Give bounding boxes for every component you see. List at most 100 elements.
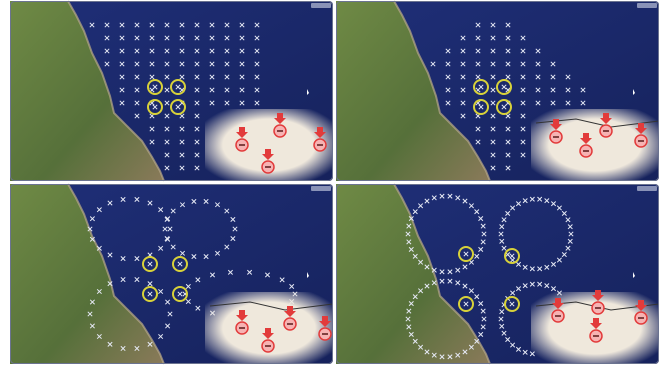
cross-marker <box>164 61 170 67</box>
cross-marker <box>149 48 155 54</box>
cross-marker <box>191 198 197 204</box>
cross-marker <box>490 87 496 93</box>
cross-marker <box>522 283 528 289</box>
cross-marker <box>462 264 468 270</box>
cursor <box>633 89 635 95</box>
cross-marker <box>561 210 567 216</box>
cross-marker <box>224 208 230 214</box>
cross-marker <box>194 100 200 106</box>
panel-border <box>336 1 659 181</box>
map-panel <box>10 0 333 182</box>
red-arrow <box>314 127 326 138</box>
cross-marker <box>501 84 507 90</box>
cross-marker <box>194 126 200 132</box>
cross-marker <box>191 254 197 260</box>
cross-marker <box>149 61 155 67</box>
cross-marker <box>194 113 200 119</box>
cross-marker <box>254 87 260 93</box>
cross-marker <box>412 209 418 215</box>
cross-marker <box>147 341 153 347</box>
cross-marker <box>164 100 170 106</box>
cross-marker <box>580 87 586 93</box>
cross-marker <box>164 126 170 132</box>
cross-marker <box>529 281 535 287</box>
cross-marker <box>501 217 507 223</box>
cross-marker <box>480 324 486 330</box>
cross-marker <box>505 139 511 145</box>
cross-marker <box>209 87 215 93</box>
cross-marker <box>520 87 526 93</box>
cross-marker <box>544 264 550 270</box>
cross-marker <box>167 311 173 317</box>
cross-marker <box>149 74 155 80</box>
cross-marker <box>505 48 511 54</box>
cross-marker <box>424 349 430 355</box>
highlight-ring <box>496 79 512 95</box>
highlight-ring <box>170 99 186 115</box>
cross-marker <box>475 22 481 28</box>
cross-marker <box>520 61 526 67</box>
cross-marker <box>164 48 170 54</box>
cross-marker <box>509 301 515 307</box>
cross-marker <box>474 253 480 259</box>
cross-marker <box>134 87 140 93</box>
cross-marker <box>239 100 245 106</box>
cross-marker <box>529 266 535 272</box>
cross-marker <box>185 283 191 290</box>
cross-marker <box>119 87 125 93</box>
cross-marker <box>203 198 209 204</box>
cross-marker <box>455 267 461 273</box>
highlight-ring <box>458 296 474 312</box>
cross-marker <box>537 196 543 202</box>
cross-marker <box>556 205 562 211</box>
cross-marker <box>104 35 110 41</box>
highlight-ring <box>147 79 163 95</box>
cross-marker <box>462 198 468 204</box>
cross-marker <box>254 61 260 67</box>
cross-marker <box>501 330 507 336</box>
cross-marker <box>505 165 511 171</box>
cross-marker <box>194 22 200 28</box>
cross-marker <box>455 280 461 286</box>
panel-border <box>336 184 659 364</box>
red-arrow <box>236 127 248 138</box>
window-buttons <box>311 3 331 8</box>
cross-marker <box>445 74 451 80</box>
cross-marker <box>510 205 516 211</box>
cross-marker <box>460 74 466 80</box>
cross-marker <box>505 22 511 28</box>
cross-marker <box>147 200 153 206</box>
cross-marker <box>89 22 95 28</box>
cross-marker <box>567 238 573 244</box>
cross-marker <box>520 152 526 158</box>
cross-marker <box>158 245 164 251</box>
red-arrow <box>590 318 602 329</box>
cross-marker <box>550 201 557 207</box>
cross-marker <box>224 61 230 67</box>
cross-marker <box>170 208 176 214</box>
cross-marker <box>254 100 260 106</box>
cross-marker <box>194 87 200 93</box>
cross-marker <box>179 35 185 41</box>
cross-marker <box>431 195 437 201</box>
cross-marker <box>490 126 496 132</box>
cross-marker <box>445 61 451 67</box>
cross-marker <box>107 281 113 287</box>
cross-marker <box>505 152 511 158</box>
cross-marker <box>480 239 486 245</box>
cross-marker <box>520 74 526 80</box>
cross-marker <box>134 48 140 54</box>
cross-marker <box>537 281 543 287</box>
cross-marker <box>254 35 260 41</box>
cross-marker <box>475 35 481 41</box>
cross-marker <box>239 87 245 93</box>
cross-marker <box>490 22 496 28</box>
cross-marker <box>460 61 466 67</box>
cross-marker <box>406 239 412 245</box>
cross-marker <box>520 100 526 106</box>
cross-marker <box>230 216 236 222</box>
cross-marker <box>522 349 528 355</box>
cross-marker <box>418 288 424 294</box>
cross-marker <box>119 22 125 28</box>
cross-marker <box>520 139 526 145</box>
